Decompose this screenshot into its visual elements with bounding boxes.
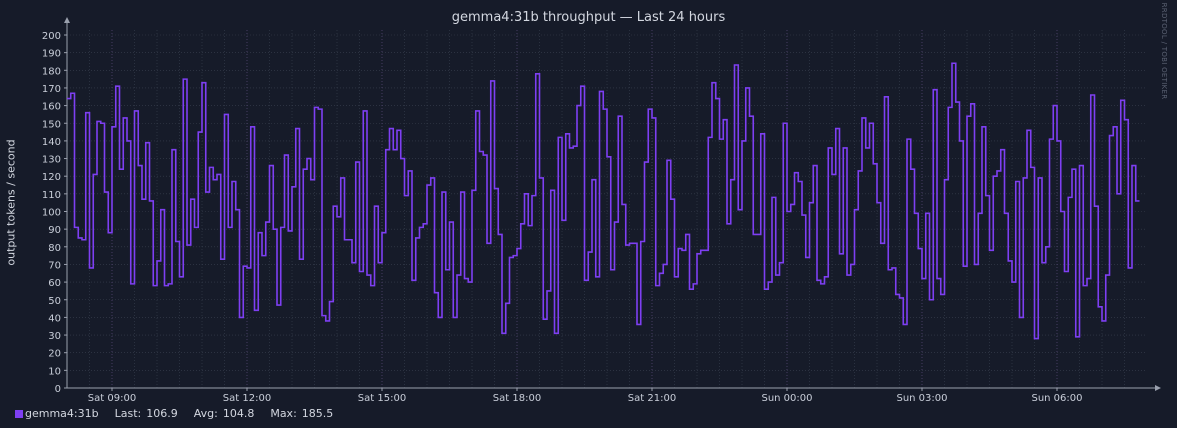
y-tick-label: 100 xyxy=(42,208,61,219)
legend-max-value: 185.5 xyxy=(301,407,334,420)
y-tick-label: 170 xyxy=(42,84,61,95)
y-axis-ticks: 0 10 20 30 40 50 60 70 80 90 100 110 120 130 140 150 160… xyxy=(42,31,67,395)
y-tick-label: 30 xyxy=(48,331,61,342)
y-axis-arrow xyxy=(64,17,70,23)
legend-avg-label: Avg: xyxy=(193,407,218,420)
legend-swatch xyxy=(15,409,23,418)
y-tick-label: 180 xyxy=(42,66,61,77)
y-tick-label: 160 xyxy=(42,102,61,113)
y-tick-label: 140 xyxy=(42,137,61,148)
y-tick-label: 80 xyxy=(48,243,61,254)
legend-avg-value: 104.8 xyxy=(222,407,255,420)
x-tick-label: Sun 06:00 xyxy=(1031,393,1082,404)
y-tick-label: 10 xyxy=(48,366,61,377)
y-tick-label: 40 xyxy=(48,313,61,324)
x-tick-label: Sat 12:00 xyxy=(223,393,271,404)
x-tick-label: Sun 00:00 xyxy=(761,393,812,404)
y-tick-label: 130 xyxy=(42,155,61,166)
legend-last-label: Last: xyxy=(114,407,142,420)
chart-title: gemma4:31b throughput — Last 24 hours xyxy=(451,10,726,25)
y-tick-label: 0 xyxy=(55,384,61,395)
x-tick-label: Sat 21:00 xyxy=(628,393,676,404)
x-tick-label: Sun 03:00 xyxy=(896,393,947,404)
y-tick-label: 190 xyxy=(42,49,61,60)
y-tick-label: 60 xyxy=(48,278,61,289)
x-axis-arrow xyxy=(1155,385,1161,391)
x-tick-label: Sat 09:00 xyxy=(88,393,136,404)
y-tick-label: 50 xyxy=(48,296,61,307)
y-tick-label: 70 xyxy=(48,260,61,271)
series-layer xyxy=(67,62,1140,340)
y-tick-label: 90 xyxy=(48,225,61,236)
x-tick-label: Sat 15:00 xyxy=(358,393,406,404)
x-tick-label: Sat 18:00 xyxy=(493,393,541,404)
y-tick-label: 110 xyxy=(42,190,61,201)
y-tick-label: 200 xyxy=(42,31,61,42)
legend-max-label: Max: xyxy=(270,407,297,420)
y-tick-label: 20 xyxy=(48,349,61,360)
legend-last-value: 106.9 xyxy=(146,407,178,420)
legend-series-name: gemma4:31b xyxy=(25,407,99,420)
x-axis-ticks: Sat 09:00 Sat 12:00 Sat 15:00 Sat 18:00 Sat … xyxy=(88,388,1083,404)
series-line-gemma4-31b xyxy=(67,62,1140,340)
axes xyxy=(64,17,1161,391)
y-tick-label: 150 xyxy=(42,119,61,130)
y-tick-label: 120 xyxy=(42,172,61,183)
legend: gemma4:31b Last: 106.9 Avg: 104.8 Max: 1… xyxy=(15,407,333,420)
